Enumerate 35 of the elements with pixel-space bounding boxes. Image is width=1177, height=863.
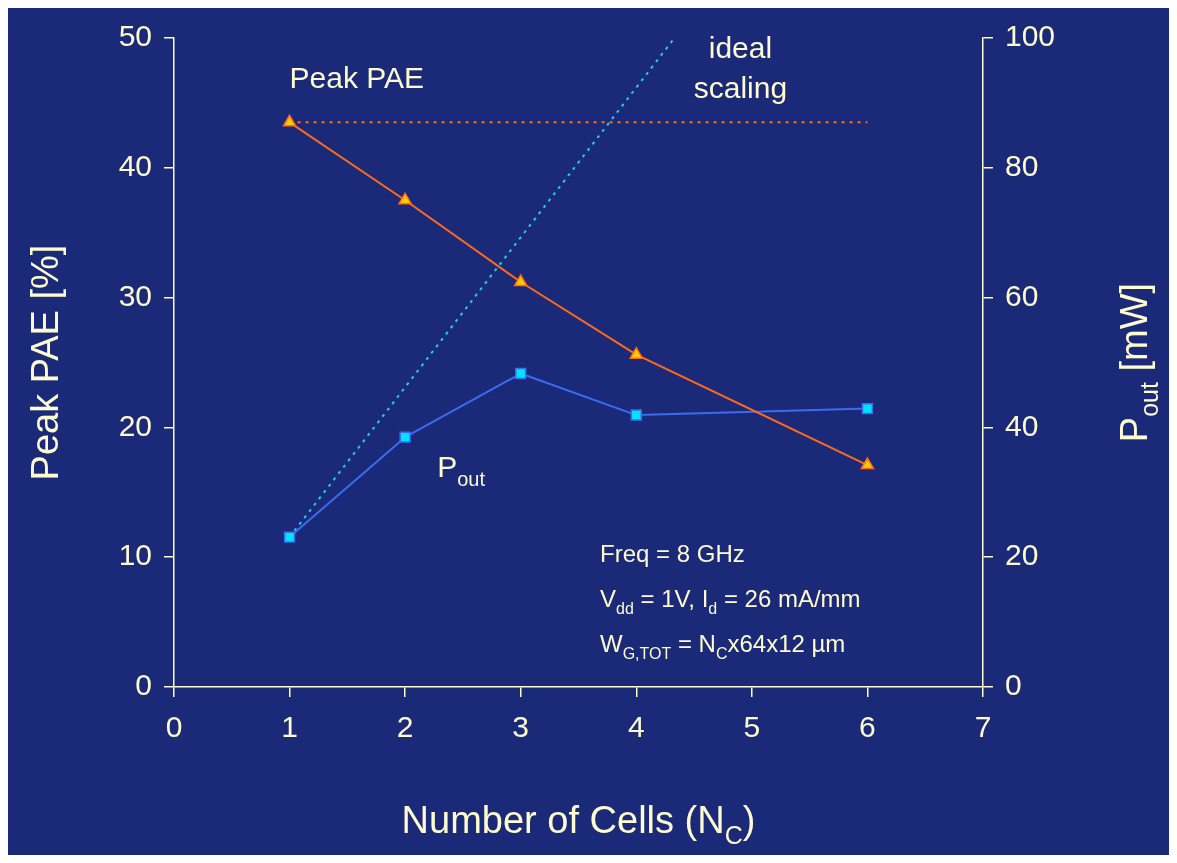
series-label: ideal scaling [693,31,788,104]
y2-tick-label: 20 [1005,538,1039,572]
x-tick-label: 5 [743,710,761,744]
point [515,367,527,380]
y2-tick-label: 80 [1005,149,1039,183]
point [513,274,528,287]
point [283,531,296,543]
point [398,192,412,205]
point [630,409,642,421]
y2-tick-label: 40 [1005,408,1039,442]
x-tick-label: 1 [281,710,298,744]
y-tick-label: 50 [118,19,152,53]
x-tick-label: 6 [859,710,876,744]
x-tick-label: 2 [396,710,414,744]
x-tick-label: 4 [627,710,645,744]
point [629,346,644,359]
y-tick-label: 30 [118,278,152,312]
annotation: Freq = 8 GHz [600,540,745,567]
point [860,457,875,470]
x-tick-label: 3 [512,710,530,744]
x-tick-label: 7 [974,710,992,744]
y-tick-label: 20 [118,408,152,442]
y-axis-title: Peak PAE [%] [24,244,66,481]
y-tick-label: 0 [135,668,152,702]
y2-axis-title: Pout [mW] [1113,282,1164,443]
y2-tick-label: 100 [1005,19,1056,53]
point [399,431,411,443]
point [861,402,874,415]
series-label: Peak PAE [289,61,425,95]
y-tick-label: 10 [118,538,152,572]
y2-tick-label: 0 [1005,668,1022,702]
point [282,114,297,127]
y2-tick-label: 60 [1005,278,1039,312]
x-tick-label: 0 [165,710,183,744]
y-tick-label: 40 [118,149,152,183]
